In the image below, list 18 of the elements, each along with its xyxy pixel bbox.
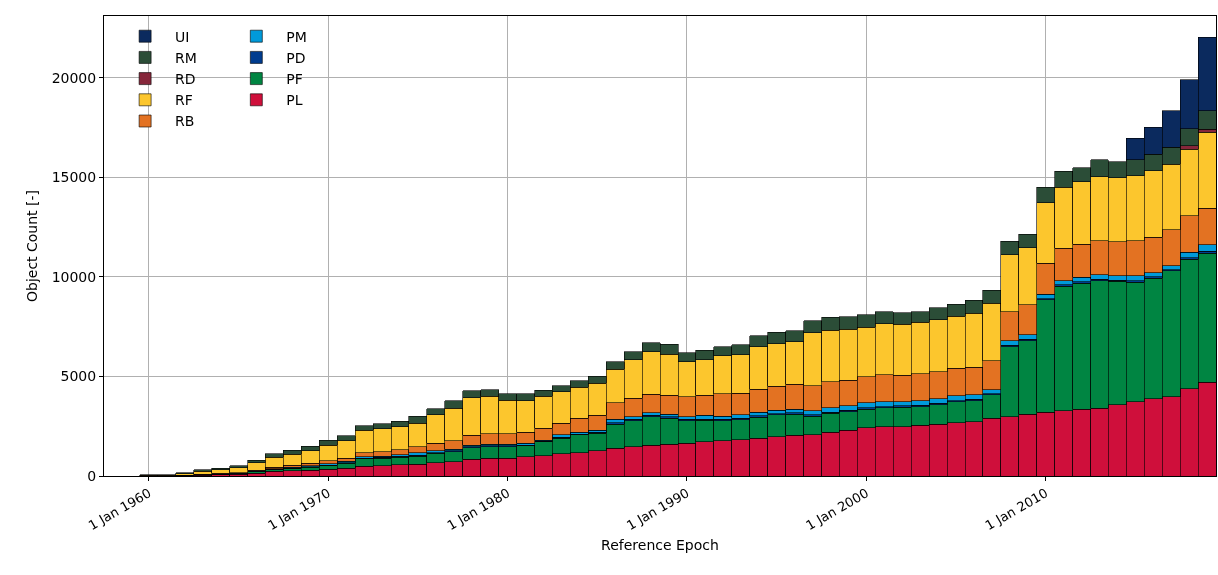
y-tick-label: 0	[87, 467, 97, 484]
y-tick-label: 10000	[51, 268, 97, 285]
legend-label: PM	[286, 28, 307, 45]
legend-label: RF	[175, 92, 193, 109]
y-tick-label: 5000	[60, 368, 97, 385]
x-axis-title: Reference Epoch	[601, 537, 719, 554]
legend-label: RM	[175, 49, 197, 66]
legend-label: RD	[175, 71, 196, 88]
y-tick-label: 20000	[51, 69, 97, 86]
legend-label: RB	[175, 113, 195, 130]
legend-label: PF	[286, 71, 303, 88]
y-tick-label: 15000	[51, 169, 97, 186]
x-tick-label: 1 Jan 1960	[85, 485, 154, 534]
x-tick-label: 1 Jan 1990	[623, 485, 692, 534]
legend-label: UI	[175, 28, 190, 45]
legend-label: PL	[286, 92, 303, 109]
legend-label: PD	[286, 49, 306, 66]
y-axis-title: Object Count [-]	[24, 189, 41, 303]
